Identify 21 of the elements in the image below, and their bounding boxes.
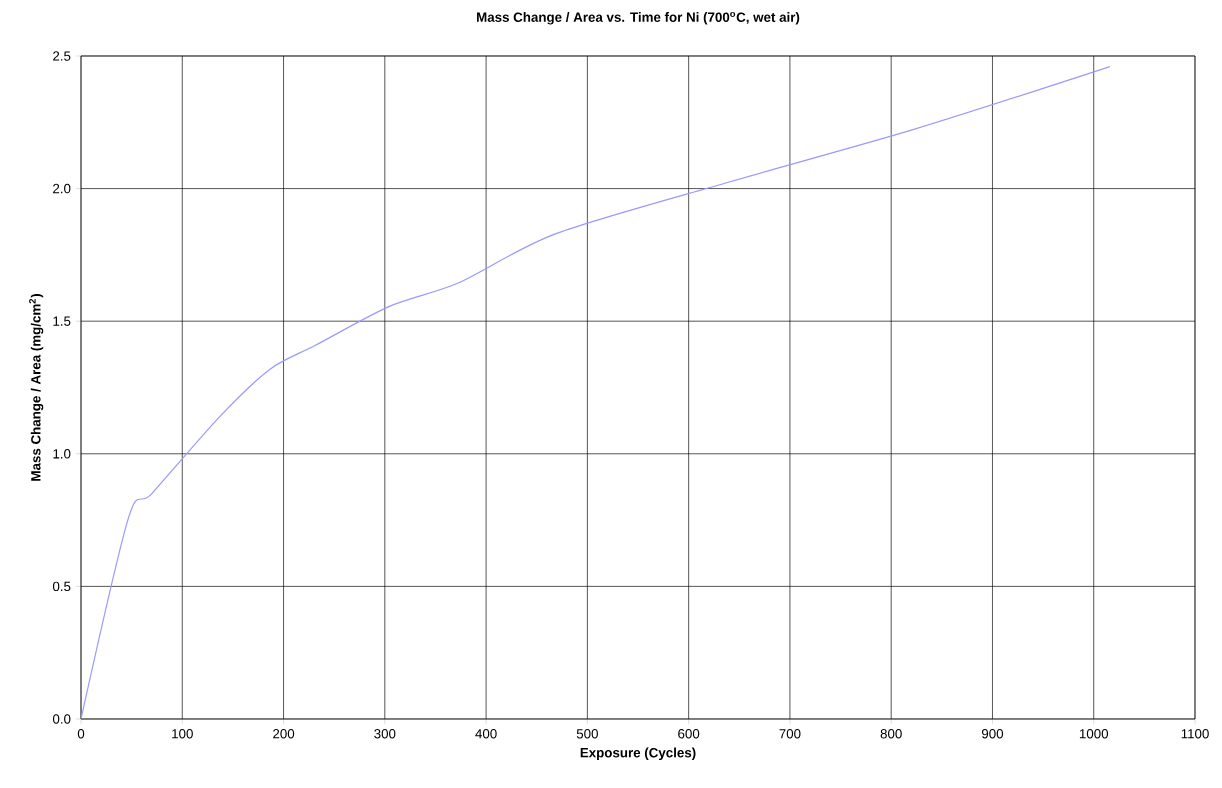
- x-axis-title: Exposure (Cycles): [580, 747, 696, 761]
- x-tick-label: 400: [475, 729, 497, 739]
- x-tick-label: 0: [77, 729, 85, 739]
- x-tick-label: 1100: [1181, 729, 1209, 739]
- x-tick-label: 300: [374, 729, 396, 739]
- x-tick-label: 900: [981, 729, 1004, 739]
- x-tick-label: 600: [678, 729, 700, 739]
- x-tick-label: 700: [779, 729, 801, 739]
- chart-title: Mass Change / Area vs. Time for Ni (700$^{o}$C, wet air): [477, 11, 800, 25]
- x-tick-label: 800: [880, 729, 902, 739]
- y-tick-label: 1.0: [53, 449, 71, 459]
- y-tick-label: 0.5: [52, 581, 71, 592]
- y-tick-label: 1.5: [53, 316, 71, 326]
- y-tick-label: 2.0: [53, 183, 71, 194]
- y-tick-label: 0.0: [52, 714, 71, 724]
- x-tick-label: 100: [172, 729, 193, 739]
- x-tick-label: 500: [576, 729, 598, 739]
- y-axis-title: Mass Change / Area (mg/cm$^{2}$): [29, 294, 44, 481]
- x-tick-label: 1000: [1079, 729, 1109, 739]
- x-tick-label: 200: [273, 729, 295, 739]
- y-tick-label: 2.5: [53, 51, 71, 61]
